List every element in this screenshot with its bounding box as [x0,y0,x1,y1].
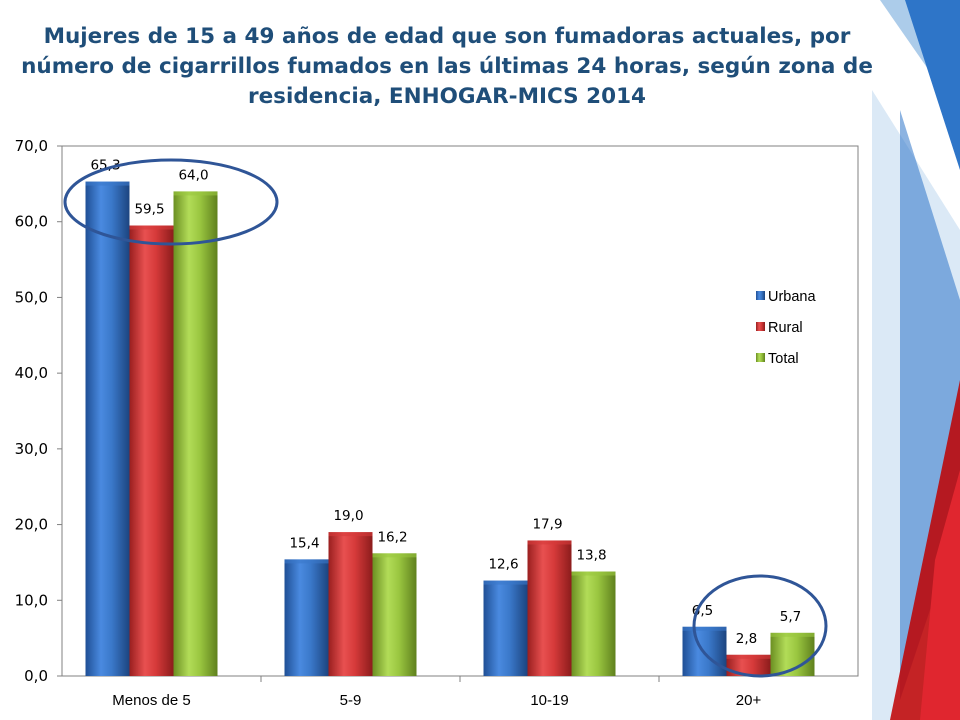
slide-title: Mujeres de 15 a 49 años de edad que son … [21,24,873,109]
bar-rural [527,540,572,676]
y-tick-label: 10,0 [15,591,48,609]
bar-top-bevel [372,553,417,558]
data-label: 16,2 [377,529,407,545]
bar-top-bevel [527,540,572,545]
y-tick-label: 0,0 [24,667,48,685]
bar-total [372,553,417,676]
bar-top-bevel [770,632,815,637]
bar-top-bevel [173,191,218,196]
y-tick-label: 20,0 [15,516,48,534]
bar-rural [328,532,373,676]
x-category-label: 5-9 [340,692,362,709]
data-label: 5,7 [780,609,801,625]
bar-urbana [85,181,130,677]
data-label: 19,0 [333,508,363,524]
bar-rural [129,225,174,676]
y-tick-label: 40,0 [15,364,48,382]
bar-total [571,571,616,676]
data-label: 17,9 [532,516,562,532]
data-label: 15,4 [289,535,319,551]
bar-top-bevel [682,626,727,631]
y-tick-label: 30,0 [15,440,48,458]
legend-swatch-urbana [756,291,765,300]
bar-top-bevel [284,559,329,564]
legend-label: Urbana [768,289,816,305]
bar-top-bevel [129,225,174,230]
bar-top-bevel [483,580,528,585]
data-label: 65,3 [90,158,120,174]
bar-total [173,191,218,676]
bar-top-bevel [571,571,616,576]
highlight-circle-20-plus [692,574,828,678]
y-tick-label: 60,0 [15,213,48,231]
bar-top-bevel [85,181,130,186]
y-tick-label: 70,0 [15,137,48,155]
y-tick-label: 50,0 [15,288,48,306]
highlight-circle-menos-de-5 [63,158,279,246]
data-label: 2,8 [736,631,757,647]
x-category-label: 20+ [736,692,762,709]
data-label: 64,0 [178,167,208,183]
bar-urbana [483,580,528,676]
data-label: 12,6 [488,557,518,573]
legend-swatch-rural [756,322,765,331]
data-label: 59,5 [134,202,164,218]
x-category-label: 10-19 [530,692,568,709]
data-label: 6,5 [692,603,713,619]
legend-label: Rural [768,320,803,336]
bar-top-bevel [328,532,373,537]
legend-swatch-total [756,353,765,362]
legend-label: Total [768,351,799,367]
x-category-label: Menos de 5 [112,692,190,709]
data-label: 13,8 [576,548,606,564]
bar-rural [726,654,771,676]
bar-top-bevel [726,654,771,659]
bar-urbana [284,559,329,676]
